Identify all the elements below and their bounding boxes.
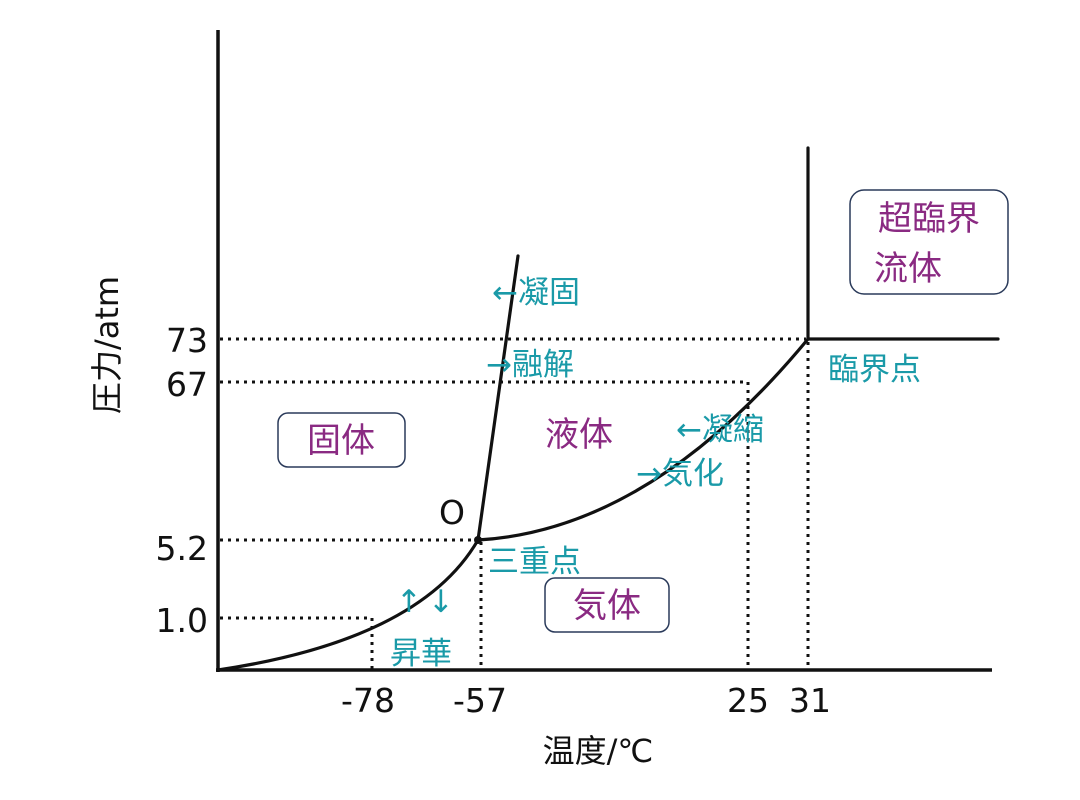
x-axis-title: 温度/℃ [543, 732, 654, 770]
y-tick-73: 73 [166, 321, 208, 360]
supercritical-label-line1: 超臨界 [878, 199, 980, 239]
triple-point-label: 三重点 [488, 544, 581, 580]
y-axis-title: 圧力/atm [88, 276, 126, 414]
vaporization-label: →気化 [636, 456, 724, 492]
x-tick-25: 25 [727, 681, 769, 720]
gas-label: 気体 [573, 586, 641, 626]
triple-point-dot [474, 536, 482, 544]
freezing-label: ←凝固 [492, 275, 580, 311]
gas-box [544, 577, 670, 633]
supercritical-box [849, 189, 1009, 295]
liquid-label: 液体 [545, 415, 613, 455]
x-tick-31: 31 [789, 681, 831, 720]
condensation-label: ←凝縮 [676, 412, 764, 448]
triple-point-marker: O [439, 493, 465, 532]
solid-label: 固体 [307, 421, 375, 461]
melting-curve [476, 254, 520, 542]
x-tick-78: -78 [341, 681, 395, 720]
y-tick-5-2: 5.2 [156, 529, 208, 568]
sublimation-arrows: ↑↓ [396, 584, 460, 620]
y-tick-1-0: 1.0 [156, 601, 208, 640]
y-tick-67: 67 [166, 365, 208, 404]
critical-point-label: 臨界点 [828, 352, 921, 388]
solid-box [277, 412, 406, 468]
vaporization-curve [476, 337, 810, 542]
sublimation-label: 昇華 [390, 636, 452, 672]
x-tick-57: -57 [453, 681, 507, 720]
sublimation-curve [216, 538, 480, 672]
supercritical-label-line2: 流体 [874, 249, 942, 289]
melting-label: →融解 [486, 347, 574, 383]
